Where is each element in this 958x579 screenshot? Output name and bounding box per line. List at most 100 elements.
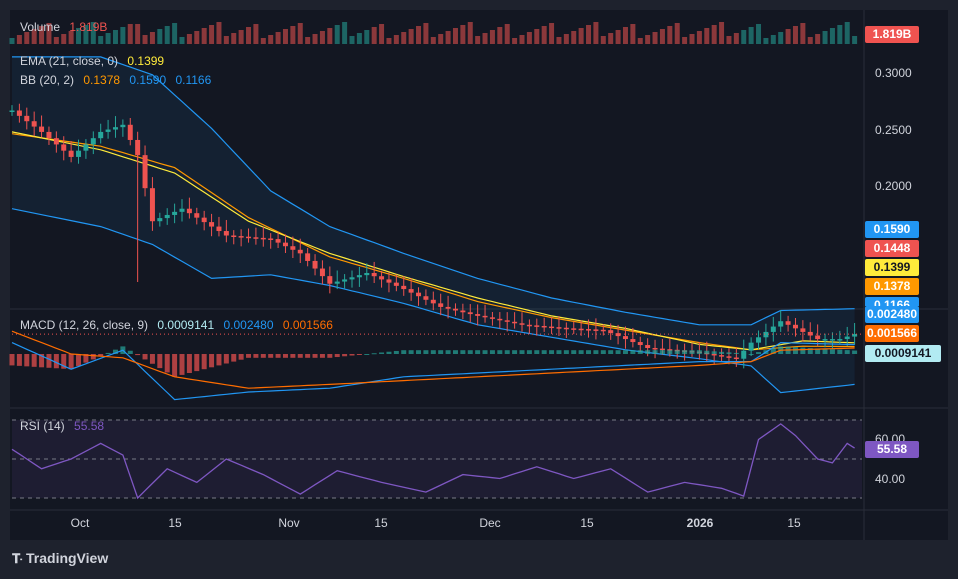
candle-body bbox=[127, 124, 133, 140]
volume-bar bbox=[216, 22, 222, 44]
macd-hist-bar bbox=[127, 350, 133, 354]
volume-bar bbox=[423, 23, 429, 44]
volume-bar bbox=[290, 26, 296, 44]
macd-hist-bar bbox=[593, 350, 599, 354]
volume-bar bbox=[9, 38, 15, 44]
volume-bar bbox=[674, 23, 680, 44]
macd-hist-bar bbox=[549, 350, 555, 354]
macd-hist-bar bbox=[489, 350, 495, 354]
volume-bar bbox=[549, 23, 555, 44]
macd-hist-bar bbox=[504, 350, 510, 354]
macd-hist-bar bbox=[179, 354, 185, 375]
macd-hist-bar bbox=[615, 350, 621, 354]
bb-upper-badge: 0.1590 bbox=[865, 221, 919, 238]
volume-bar bbox=[630, 24, 636, 44]
volume-bar bbox=[142, 35, 148, 44]
candle-body bbox=[253, 237, 259, 239]
volume-bar bbox=[622, 27, 628, 44]
candle-body bbox=[90, 138, 96, 145]
candle-body bbox=[238, 236, 244, 238]
volume-bar bbox=[763, 38, 769, 44]
candle-body bbox=[630, 339, 636, 343]
candle-body bbox=[98, 131, 104, 139]
macd-hist-bar bbox=[282, 354, 288, 358]
volume-bar bbox=[822, 31, 828, 44]
candle-body bbox=[342, 279, 348, 282]
volume-bar bbox=[53, 37, 59, 44]
macd-hist-bar bbox=[652, 350, 658, 354]
candle-body bbox=[549, 326, 555, 329]
volume-bar bbox=[149, 32, 155, 44]
candle-body bbox=[844, 336, 850, 340]
tradingview-logo-icon: 𝐓‧ bbox=[12, 551, 23, 566]
volume-bar bbox=[253, 24, 259, 44]
macd-hist-bar bbox=[748, 354, 754, 355]
macd-hist-bar bbox=[482, 350, 488, 354]
macd-hist-bar bbox=[822, 348, 828, 354]
candle-body bbox=[637, 342, 643, 346]
candle-body bbox=[305, 253, 311, 261]
candle-body bbox=[563, 327, 569, 330]
candle-body bbox=[822, 339, 828, 341]
bb-legend: BB (20, 2) 0.1378 0.1590 0.1166 bbox=[20, 73, 211, 87]
volume-bar bbox=[364, 30, 370, 44]
macd-hist-bar bbox=[667, 350, 673, 354]
macd-hist-bar bbox=[231, 354, 237, 362]
candle-body bbox=[445, 306, 451, 309]
volume-bar bbox=[275, 32, 281, 44]
macd-hist-bar bbox=[622, 350, 628, 354]
bb-lower-badge: 0.1166 bbox=[865, 297, 919, 306]
macd-hist-bar bbox=[260, 354, 266, 358]
macd-hist-bar bbox=[682, 350, 688, 354]
candle-body bbox=[223, 231, 229, 236]
candle-body bbox=[24, 115, 30, 122]
volume-bar bbox=[120, 27, 126, 44]
candle-body bbox=[246, 236, 252, 239]
x-axis-tick-year: 2026 bbox=[686, 516, 714, 530]
candle-body bbox=[327, 276, 333, 284]
macd-legend-line: 0.002480 bbox=[223, 318, 274, 332]
macd-hist-bar bbox=[452, 350, 458, 354]
macd-hist-bar bbox=[460, 350, 466, 354]
candle-body bbox=[659, 348, 665, 351]
bb-basis-line bbox=[11, 133, 855, 351]
volume-bar bbox=[231, 33, 237, 44]
candle-body bbox=[356, 275, 362, 278]
volume-bar bbox=[563, 34, 569, 44]
rsi-line bbox=[11, 423, 855, 500]
volume-bar bbox=[312, 34, 318, 44]
volume-bar bbox=[260, 38, 266, 44]
ema-badge: 0.1399 bbox=[865, 259, 919, 276]
candle-body bbox=[800, 328, 806, 332]
macd-legend-signal: 0.001566 bbox=[282, 318, 333, 332]
x-axis-tick: Nov bbox=[278, 516, 300, 530]
volume-bar bbox=[792, 26, 798, 44]
macd-hist-bar bbox=[645, 350, 651, 354]
macd-hist-bar bbox=[112, 349, 118, 354]
candle-body bbox=[53, 138, 59, 145]
macd-hist-bar bbox=[770, 348, 776, 354]
volume-bar bbox=[327, 28, 333, 44]
volume-bar bbox=[371, 27, 377, 44]
candle-body bbox=[741, 350, 747, 359]
price-axis-tick: 0.3000 bbox=[875, 66, 912, 80]
candle-body bbox=[319, 268, 325, 277]
macd-legend-name: MACD (12, 26, close, 9) bbox=[20, 318, 149, 332]
candle-body bbox=[371, 273, 377, 277]
volume-bar bbox=[652, 32, 658, 44]
volume-bar bbox=[61, 34, 67, 44]
candle-body bbox=[652, 348, 658, 350]
macd-hist-bar bbox=[164, 354, 170, 373]
candle-body bbox=[112, 127, 118, 130]
volume-bar bbox=[578, 28, 584, 44]
volume-bar bbox=[68, 31, 74, 44]
volume-bar bbox=[135, 24, 141, 44]
tradingview-logo[interactable]: 𝐓‧ TradingView bbox=[12, 550, 108, 567]
macd-signal-badge: 0.001566 bbox=[865, 325, 919, 342]
volume-bar bbox=[282, 29, 288, 44]
candle-body bbox=[667, 349, 673, 351]
candle-body bbox=[216, 226, 222, 232]
candle-body bbox=[120, 124, 126, 128]
